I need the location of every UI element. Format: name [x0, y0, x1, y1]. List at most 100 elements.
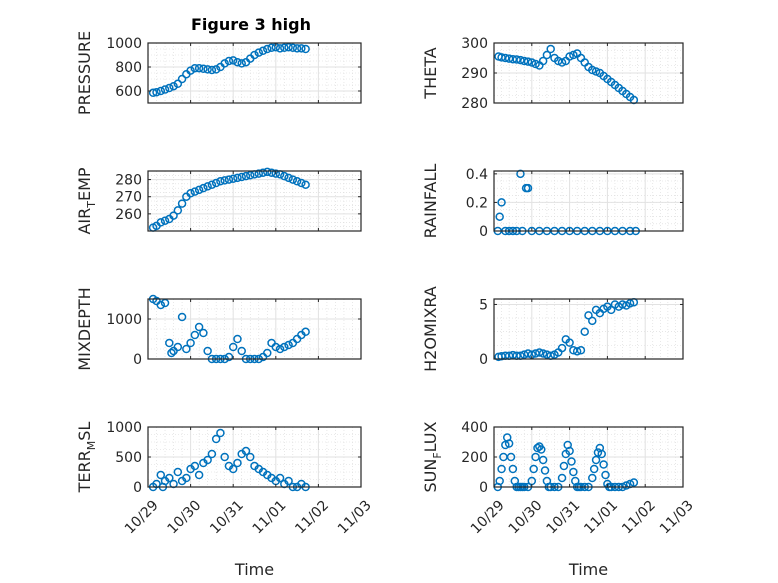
theta-series [494, 44, 639, 105]
sunflux-ytick-label: 400 [461, 420, 488, 436]
sunflux-marker [599, 460, 608, 469]
sunflux-marker [588, 473, 597, 483]
sunflux-marker [497, 464, 506, 474]
airtemp-marker [292, 177, 302, 186]
theta-marker [512, 55, 521, 64]
theta-marker [588, 65, 597, 75]
pressure-marker [275, 44, 285, 53]
mixdepth-marker [271, 342, 281, 352]
airtemp-marker [199, 183, 208, 193]
theta-marker [516, 55, 525, 65]
airtemp-axes-box [147, 170, 362, 232]
airtemp-ylabel: AIRTEMP [75, 167, 98, 234]
pressure-ylabel: PRESSURE [75, 31, 94, 115]
pressure-marker [233, 57, 242, 67]
theta-ytick-label: 300 [461, 36, 488, 52]
theta-marker [546, 44, 555, 54]
pressure-marker [254, 48, 264, 57]
pressure-marker [220, 59, 229, 68]
airtemp-marker [258, 168, 268, 177]
h2omixra-marker [580, 327, 589, 336]
airtemp-marker [160, 216, 170, 225]
panel-pressure: 600 800 1000 PRESSURE [75, 31, 362, 115]
rainfall-ytick-label: 0 [479, 224, 488, 240]
airtemp-marker [173, 206, 183, 215]
h2omixra-marker [625, 299, 635, 308]
figure-title: Figure 3 high [191, 15, 311, 34]
pressure-marker [199, 64, 208, 74]
pressure-marker [228, 56, 238, 65]
pressure-marker [152, 87, 161, 97]
pressure-series [148, 42, 310, 98]
sunflux-marker [504, 439, 514, 448]
panel-rainfall: 0 0.2 0.4 RAINFALL [421, 164, 684, 240]
terrmsl-marker [156, 470, 166, 480]
pressure-marker [258, 46, 268, 56]
mixdepth-marker [167, 348, 176, 358]
theta-marker [557, 58, 567, 67]
mixdepth-ylabel: MIXDEPTH [75, 287, 94, 370]
pressure-ytick-label: 600 [115, 84, 142, 100]
pressure-marker [263, 44, 272, 54]
airtemp-marker [267, 168, 276, 177]
pressure-marker [237, 59, 246, 68]
h2omixra-axes-box [493, 298, 684, 360]
terrmsl-marker [203, 455, 212, 465]
panel-h2omixra: 0 5 H2OMIXRA [421, 286, 684, 372]
pressure-marker [207, 65, 217, 75]
terrmsl-marker [173, 467, 183, 477]
mixdepth-marker [233, 334, 242, 344]
pressure-ytick-label: 800 [115, 60, 142, 76]
pressure-marker [165, 83, 174, 93]
terrmsl-marker [182, 473, 191, 483]
sunflux-marker [593, 448, 603, 457]
pressure-marker [186, 66, 195, 75]
terrmsl-ytick-label: 500 [115, 450, 142, 466]
terrmsl-marker [165, 473, 174, 483]
h2omixra-series [494, 298, 639, 362]
rainfall-marker [497, 198, 506, 207]
h2omixra-marker [572, 347, 582, 356]
h2omixra-marker [535, 348, 544, 357]
panel-theta: 280 290 300 THETA [421, 36, 684, 112]
h2omixra-ytick-label: 0 [479, 352, 488, 368]
airtemp-marker [237, 172, 246, 182]
airtemp-marker [233, 173, 242, 183]
terrmsl-marker [207, 449, 217, 459]
mixdepth-marker [301, 327, 310, 337]
mixdepth-marker [190, 330, 200, 340]
airtemp-marker [186, 189, 195, 198]
theta-marker [591, 67, 601, 76]
mixdepth-marker [263, 348, 272, 358]
airtemp-marker [241, 171, 251, 181]
sunflux-marker [540, 466, 550, 475]
rainfall-marker [516, 169, 525, 179]
mixdepth-marker [228, 342, 238, 352]
airtemp-marker [190, 187, 200, 196]
h2omixra-marker [565, 338, 574, 347]
mixdepth-marker [284, 340, 293, 350]
terrmsl-marker [228, 464, 238, 474]
pressure-marker [301, 44, 310, 54]
mixdepth-marker [203, 346, 212, 356]
h2omixra-marker [588, 316, 597, 326]
sunflux-marker [601, 470, 610, 480]
panel-mixdepth: 0 1000 MIXDEPTH [75, 287, 362, 371]
theta-ytick-label: 280 [461, 96, 488, 112]
rainfall-marker [523, 183, 533, 193]
mixdepth-marker [156, 300, 166, 310]
pressure-marker [169, 81, 178, 91]
theta-marker [538, 56, 548, 66]
mixdepth-marker [199, 328, 208, 338]
terrmsl-marker [190, 461, 200, 471]
sunflux-marker [533, 443, 542, 453]
sunflux-marker [537, 445, 546, 454]
theta-marker [527, 58, 537, 67]
terrmsl-marker [241, 446, 251, 456]
theta-marker [569, 50, 578, 60]
sunflux-marker [501, 440, 510, 450]
sunflux-marker [538, 455, 548, 465]
pressure-marker [160, 85, 170, 94]
